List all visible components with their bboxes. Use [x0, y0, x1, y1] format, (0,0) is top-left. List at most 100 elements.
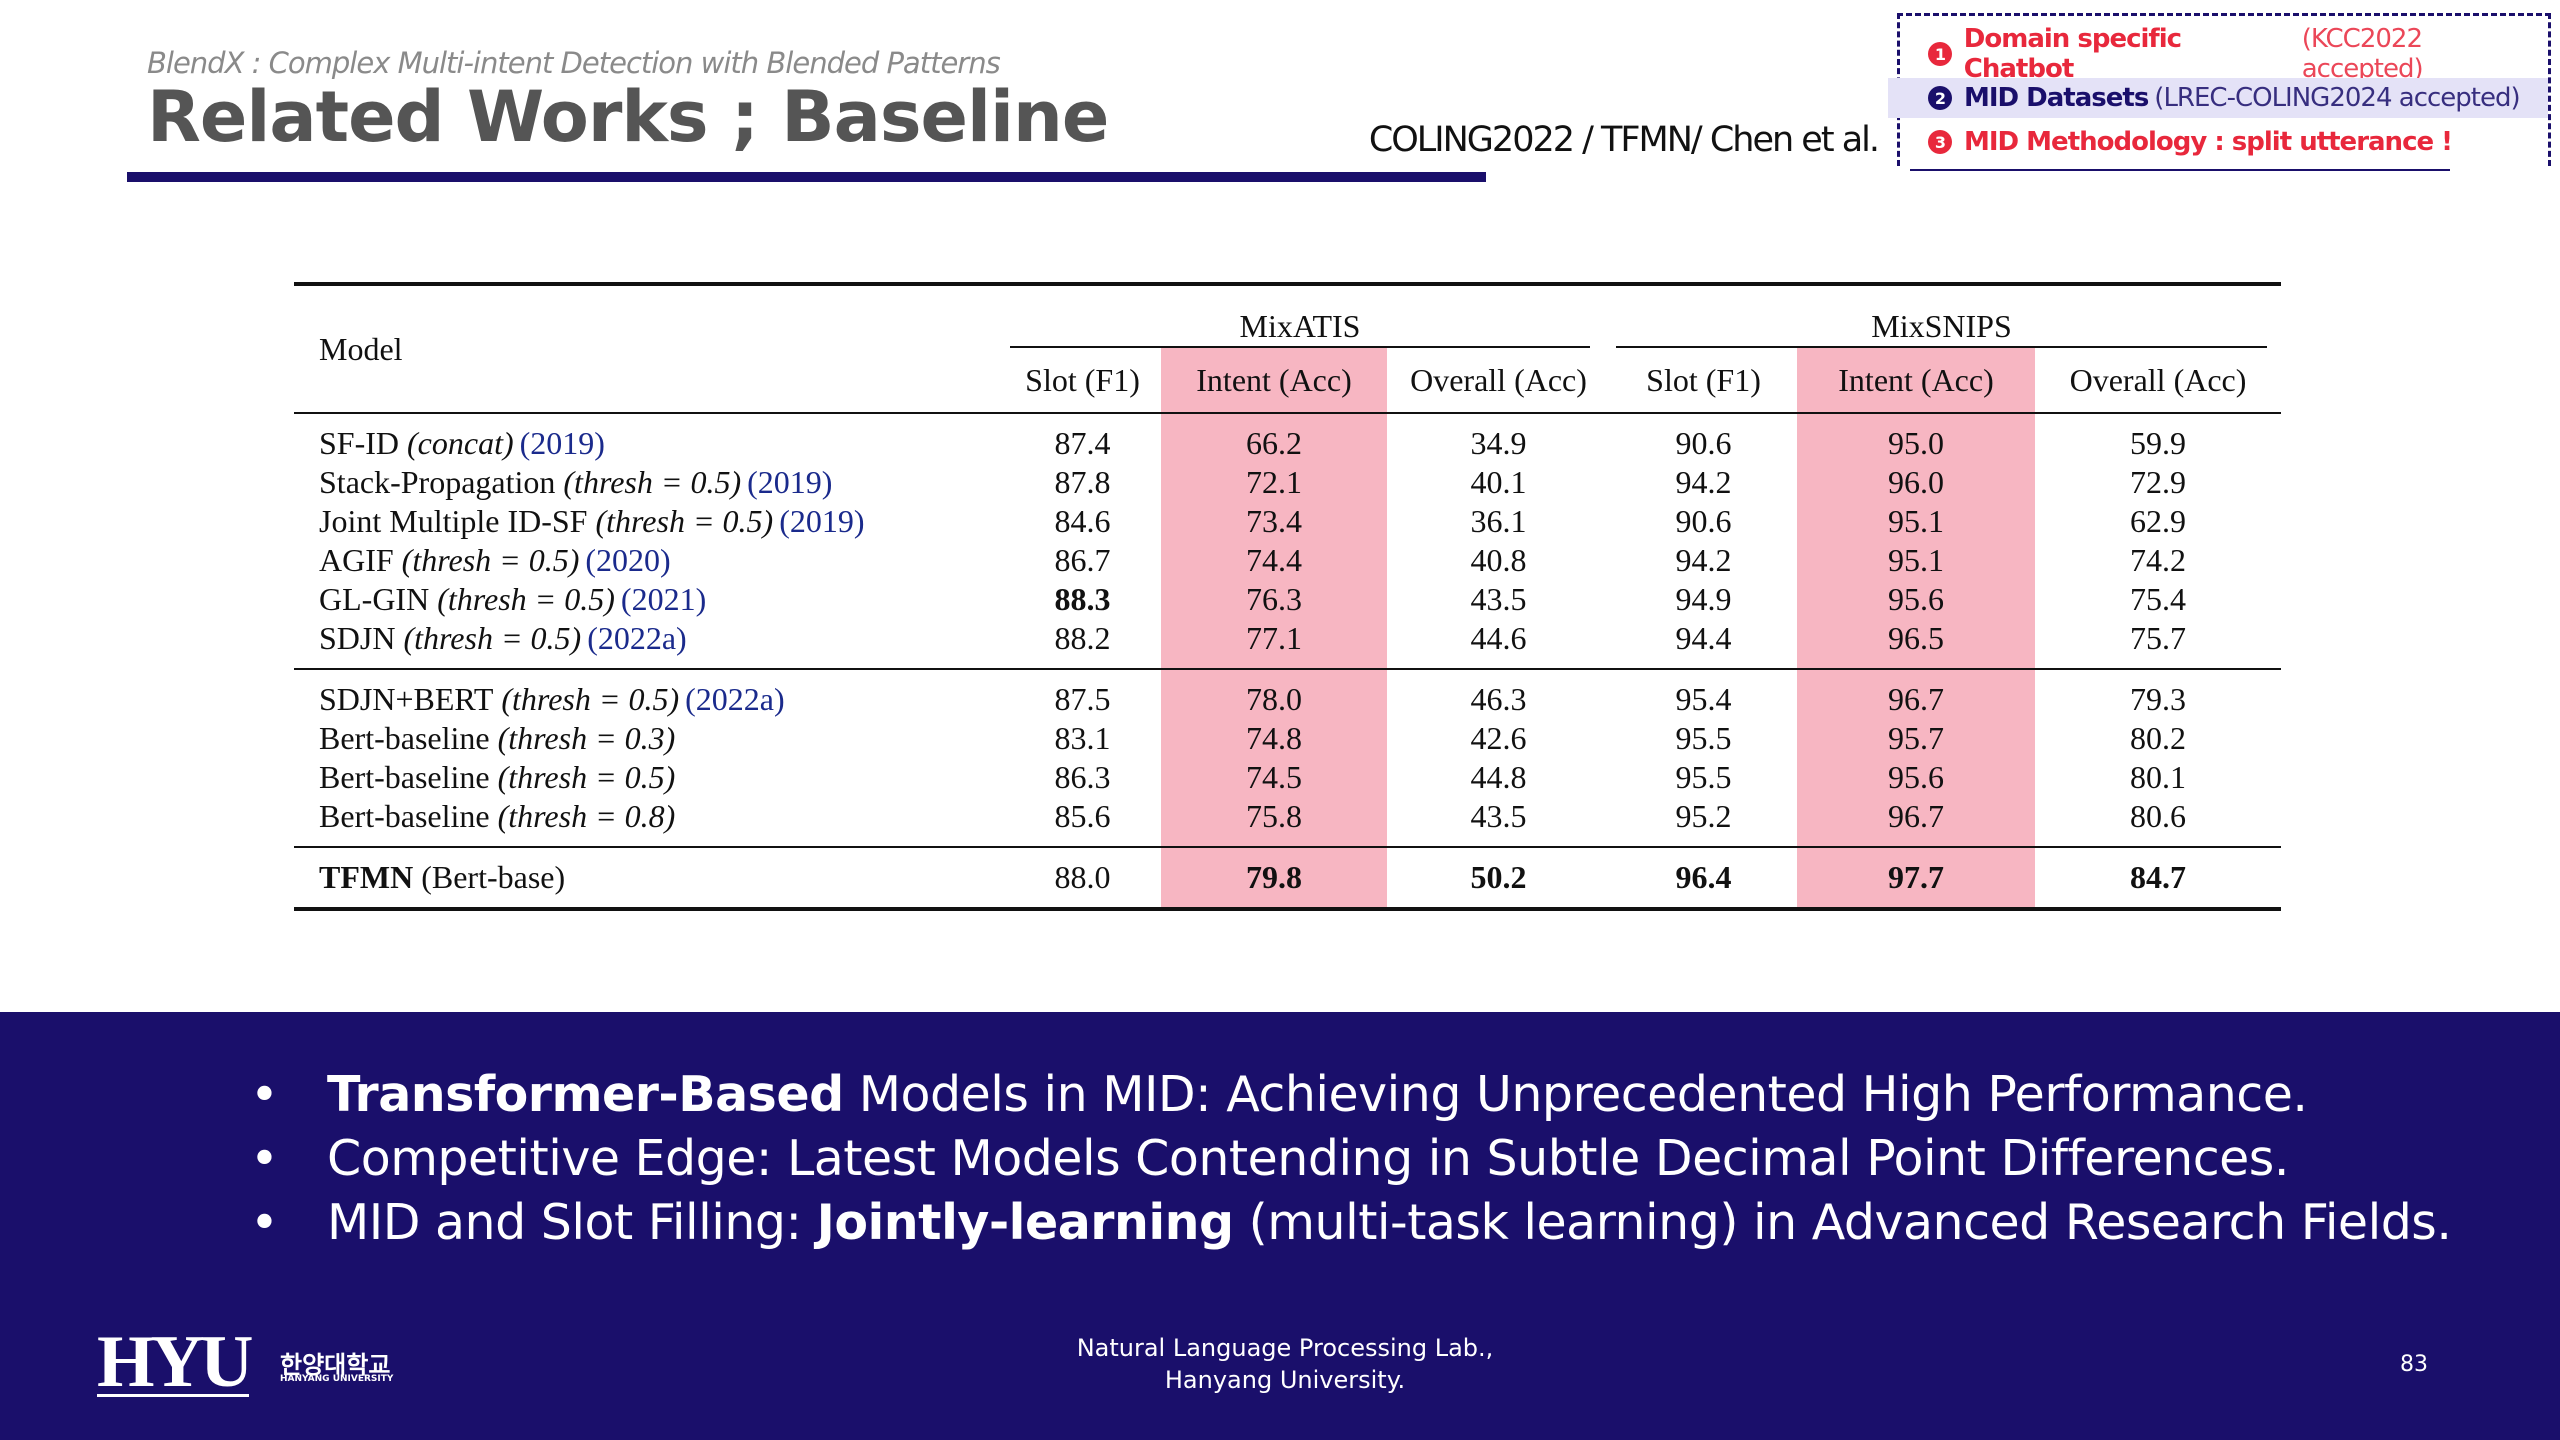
bullet: • Competitive Edge: Latest Models Contend… — [250, 1130, 2289, 1187]
bullet-text: Models in MID: Achieving Unprecedented H… — [843, 1066, 2308, 1123]
value-cell: 34.9 — [1470, 425, 1527, 461]
column-header: Intent (Acc) — [1797, 348, 2035, 414]
value-cell: 74.8 — [1161, 719, 1387, 758]
value-cell: 87.8 — [1054, 464, 1111, 500]
value-cell: 40.1 — [1470, 464, 1527, 500]
value-cell: 86.7 — [1054, 542, 1111, 578]
value-cell: 43.5 — [1470, 581, 1527, 617]
model-cite: (2019) — [519, 425, 605, 461]
model-cell: SDJN (thresh = 0.5) (2022a) — [294, 619, 1004, 670]
value-cell: 95.6 — [1797, 580, 2035, 619]
page-number: 83 — [2400, 1352, 2428, 1377]
model-args: (thresh = 0.5) — [497, 759, 676, 795]
table-row: GL-GIN (thresh = 0.5) (2021) 88.3 76.3 43.5 94… — [294, 580, 2281, 619]
model-args: (thresh = 0.5) — [401, 542, 580, 578]
table-row: Bert-baseline (thresh = 0.3) 83.1 74.8 42.6 9… — [294, 719, 2281, 758]
dataset-cell: MixSNIPS — [1610, 284, 2281, 348]
bullet: • MID and Slot Filling: Jointly-learning … — [250, 1194, 2452, 1251]
value-cell: 88.2 — [1004, 619, 1161, 670]
value-cell: 96.4 — [1675, 859, 1732, 895]
value-cell: 66.2 — [1161, 413, 1387, 463]
agenda-note: (LREC-COLING2024 accepted) — [2154, 83, 2520, 113]
value-cell: 87.5 — [1054, 681, 1111, 717]
value-cell: 88.0 — [1054, 859, 1111, 895]
table-row: SF-ID (concat) (2019) 87.4 66.2 34.9 90.6 95.0 5… — [294, 413, 2281, 463]
agenda-item: 2 MID Datasets (LREC-COLING2024 accepted) — [1888, 78, 2548, 118]
column-header: Overall (Acc) — [1387, 348, 1610, 414]
value-cell: 95.7 — [1797, 719, 2035, 758]
value-cell: 59.9 — [2130, 425, 2186, 461]
table-row: SDJN (thresh = 0.5) (2022a) 88.2 77.1 44.6 94.… — [294, 619, 2281, 670]
value-cell: 73.4 — [1161, 502, 1387, 541]
model-args: (thresh = 0.8) — [497, 798, 676, 834]
value-cell: 44.8 — [1470, 759, 1527, 795]
value-cell: 90.6 — [1675, 503, 1732, 539]
agenda-number: 3 — [1928, 130, 1952, 154]
value-cell: 83.1 — [1054, 720, 1111, 756]
header-row: Model MixATIS MixSNIPS — [294, 284, 2281, 414]
column-header: Overall (Acc) — [2035, 348, 2281, 414]
logo-korean: 한양대학교 — [280, 1351, 391, 1379]
bullet-text: Competitive Edge: Latest Models Contendi… — [327, 1130, 2289, 1187]
value-cell: 46.3 — [1470, 681, 1527, 717]
value-cell: 80.2 — [2130, 720, 2186, 756]
model-cell: TFMN (Bert-base) — [294, 847, 1004, 909]
value-cell: 75.4 — [2130, 581, 2186, 617]
summary-band — [0, 1012, 2560, 1440]
model-cell: Bert-baseline (thresh = 0.8) — [294, 797, 1004, 848]
model-cite: (2019) — [779, 503, 865, 539]
value-cell: 88.3 — [1054, 581, 1111, 617]
model-cite: (2020) — [585, 542, 671, 578]
table-row: SDJN+BERT (thresh = 0.5) (2022a) 87.5 78.0 46… — [294, 669, 2281, 719]
table-row: TFMN (Bert-base) 88.0 79.8 50.2 96.4 97.7 84.7 — [294, 847, 2281, 909]
bullet-text: MID and Slot Filling: — [327, 1194, 817, 1251]
model-cell: Joint Multiple ID-SF (thresh = 0.5) (2019) — [294, 502, 1004, 541]
model-args: (thresh = 0.5) — [437, 581, 615, 617]
value-cell: 84.7 — [2130, 859, 2186, 895]
value-cell: 90.6 — [1675, 425, 1732, 461]
title-underline — [127, 172, 1486, 182]
column-header: Intent (Acc) — [1161, 348, 1387, 414]
dataset-cell: MixATIS — [1004, 284, 1610, 348]
model-header: Model — [294, 284, 1004, 414]
bullet-dot: • — [250, 1066, 279, 1123]
model-cite: (2022a) — [685, 681, 785, 717]
model-name: TFMN — [319, 859, 414, 895]
bullet-text: (multi-task learning) in Advanced Resear… — [1233, 1194, 2452, 1251]
value-cell: 74.4 — [1161, 541, 1387, 580]
value-cell: 94.4 — [1610, 619, 1797, 670]
value-cell: 79.8 — [1161, 847, 1387, 909]
model-cite: (2022a) — [587, 620, 687, 656]
column-row: Slot (F1) Intent (Acc) Overall (Acc) Slot (… — [294, 348, 2281, 414]
value-cell: 43.5 — [1387, 797, 1610, 848]
bullet: • Transformer-Based Models in MID: Achiev… — [250, 1066, 2308, 1123]
model-cite: (2021) — [620, 581, 707, 617]
value-cell: 79.3 — [2130, 681, 2186, 717]
model-cell: AGIF (thresh = 0.5) (2020) — [294, 541, 1004, 580]
title: Related Works ; Baseline — [147, 76, 1109, 158]
value-cell: 72.9 — [2130, 464, 2186, 500]
model-note: (Bert-base) — [421, 859, 566, 895]
model-args: (thresh = 0.5) — [595, 503, 774, 539]
model-args: (thresh = 0.5) — [563, 464, 742, 500]
value-cell: 78.0 — [1161, 669, 1387, 719]
table-body: Model MixATIS MixSNIPS Slot (F1) Intent (Acc… — [294, 284, 2281, 909]
dataset-header: MixATIS — [1010, 307, 1590, 348]
value-cell: 36.1 — [1470, 503, 1527, 539]
value-cell: 44.6 — [1387, 619, 1610, 670]
model-name: Joint Multiple ID-SF — [319, 503, 588, 539]
agenda-underline — [1910, 169, 2450, 171]
model-cite: (2019) — [747, 464, 833, 500]
agenda-number: 2 — [1928, 86, 1952, 110]
agenda-item: 3 MID Methodology : split utterance ! — [1888, 122, 2548, 162]
value-cell: 74.2 — [2130, 542, 2186, 578]
value-cell: 95.6 — [1797, 758, 2035, 797]
value-cell: 94.2 — [1675, 464, 1732, 500]
logo: HYU — [97, 1321, 253, 1403]
value-cell: 75.7 — [2035, 619, 2281, 670]
model-args: (thresh = 0.3) — [497, 720, 676, 756]
model-cell: SDJN+BERT (thresh = 0.5) (2022a) — [294, 669, 1004, 719]
value-cell: 76.3 — [1161, 580, 1387, 619]
model-name: AGIF — [319, 542, 394, 578]
